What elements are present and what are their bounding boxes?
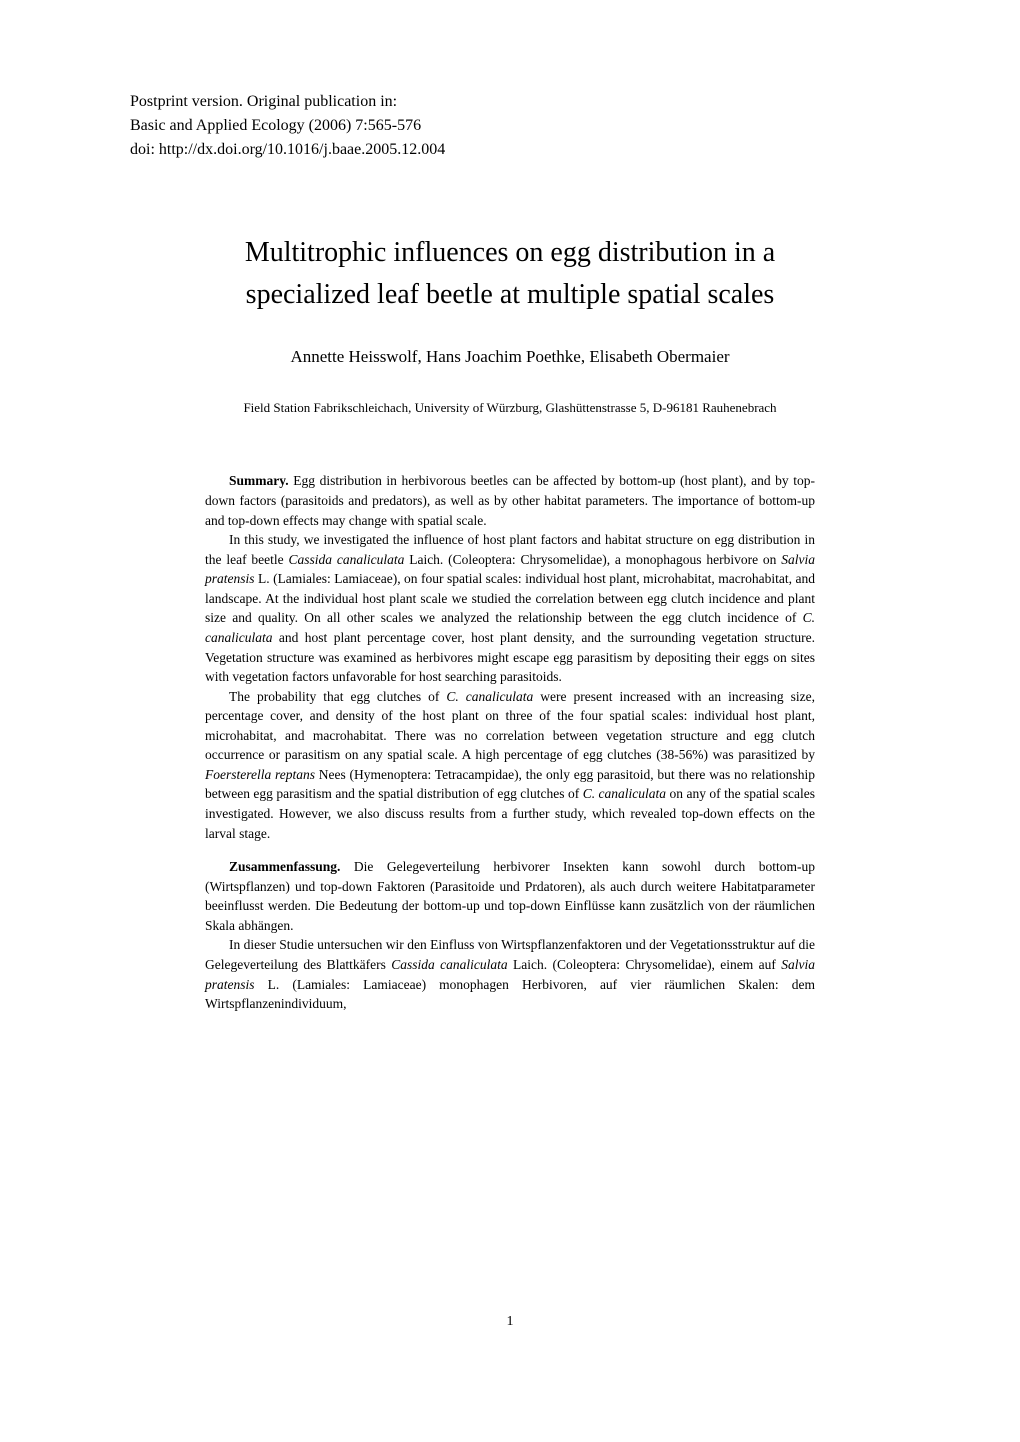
zusammenfassung-p2e: L. (Lamiales: Lamiaceae) monophagen Herb…	[205, 977, 815, 1012]
summary-p3a: The probability that egg clutches of	[229, 689, 446, 704]
summary-p2b: Cassida canaliculata	[289, 552, 405, 567]
title-line2: specialized leaf beetle at multiple spat…	[246, 279, 775, 310]
summary-heading: Summary.	[229, 473, 289, 488]
page-container: Postprint version. Original publication …	[130, 90, 890, 1382]
postprint-line3: doi: http://dx.doi.org/10.1016/j.baae.20…	[130, 138, 890, 162]
summary-p1: Egg distribution in herbivorous beetles …	[205, 473, 815, 527]
summary-p2g: and host plant percentage cover, host pl…	[205, 630, 815, 684]
summary-para2: In this study, we investigated the influ…	[205, 530, 815, 687]
summary-p3d: Foersterella reptans	[205, 767, 315, 782]
authors-line: Annette Heisswolf, Hans Joachim Poethke,…	[130, 346, 890, 369]
zusammenfassung-p2c: Laich. (Coleoptera: Chrysomelidae), eine…	[508, 957, 782, 972]
summary-para3: The probability that egg clutches of C. …	[205, 687, 815, 844]
zusammenfassung-para2: In dieser Studie untersuchen wir den Ein…	[205, 935, 815, 1013]
title-line1: Multitrophic influences on egg distribut…	[245, 237, 775, 268]
postprint-line2: Basic and Applied Ecology (2006) 7:565-5…	[130, 114, 890, 138]
summary-p2c: Laich. (Coleoptera: Chrysomelidae), a mo…	[404, 552, 781, 567]
postprint-block: Postprint version. Original publication …	[130, 90, 890, 162]
zusammenfassung-heading: Zusammenfassung.	[229, 859, 340, 874]
zusammenfassung-p2b: Cassida canaliculata	[391, 957, 507, 972]
paper-title: Multitrophic influences on egg distribut…	[130, 232, 890, 316]
summary-p2e: L. (Lamiales: Lamiaceae), on four spatia…	[205, 571, 815, 625]
summary-p3f: C. canaliculata	[583, 786, 666, 801]
abstract-section: Summary. Egg distribution in herbivorous…	[130, 471, 890, 1013]
affiliation-line: Field Station Fabrikschleichach, Univers…	[130, 399, 890, 417]
summary-para1: Summary. Egg distribution in herbivorous…	[205, 471, 815, 530]
summary-p3b: C. canaliculata	[446, 689, 533, 704]
page-number: 1	[507, 1313, 514, 1332]
postprint-line1: Postprint version. Original publication …	[130, 90, 890, 114]
zusammenfassung-para1: Zusammenfassung. Die Gelegeverteilung he…	[205, 857, 815, 935]
